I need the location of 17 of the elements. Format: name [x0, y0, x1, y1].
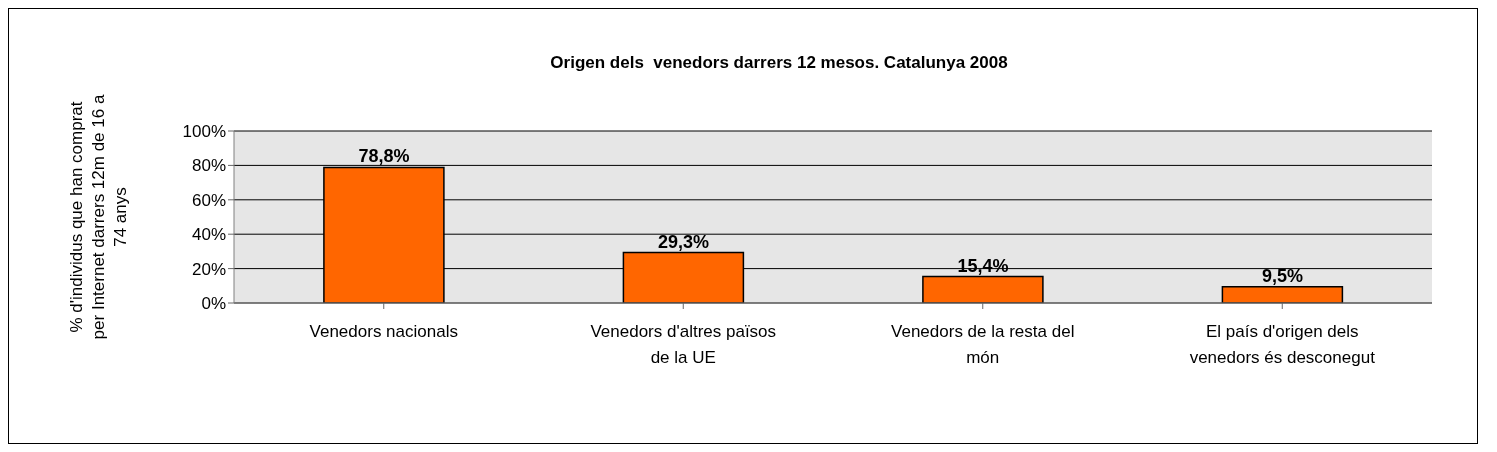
x-tick-label: Venedors nacionals — [309, 322, 458, 341]
x-tick-label: El país d'origen dels venedors és desconegut — [1189, 322, 1376, 367]
y-tick-label: 0% — [201, 294, 226, 314]
bar — [922, 275, 1044, 303]
x-tick-label: Venedors d'altres països de la UE — [590, 322, 777, 367]
data-label: 29,3% — [657, 231, 709, 252]
x-tick-label: Venedors de la resta del món — [891, 322, 1075, 367]
y-tick-label: 100% — [182, 122, 226, 142]
y-tick-label: 80% — [191, 156, 226, 176]
data-label: 78,8% — [358, 146, 410, 167]
y-axis-title: % d'individus que han comprat per Internet darrers 12m de 16 a 74 anys — [67, 94, 130, 340]
chart-title: Origen dels venedors darrers 12 mesos. Catalunya 2008 — [549, 53, 1009, 73]
bar — [1221, 285, 1344, 303]
data-label: 9,5% — [1261, 265, 1303, 286]
y-tick-label: 40% — [191, 225, 226, 245]
y-tick-label: 60% — [191, 190, 226, 210]
y-tick-label: 20% — [191, 259, 226, 279]
